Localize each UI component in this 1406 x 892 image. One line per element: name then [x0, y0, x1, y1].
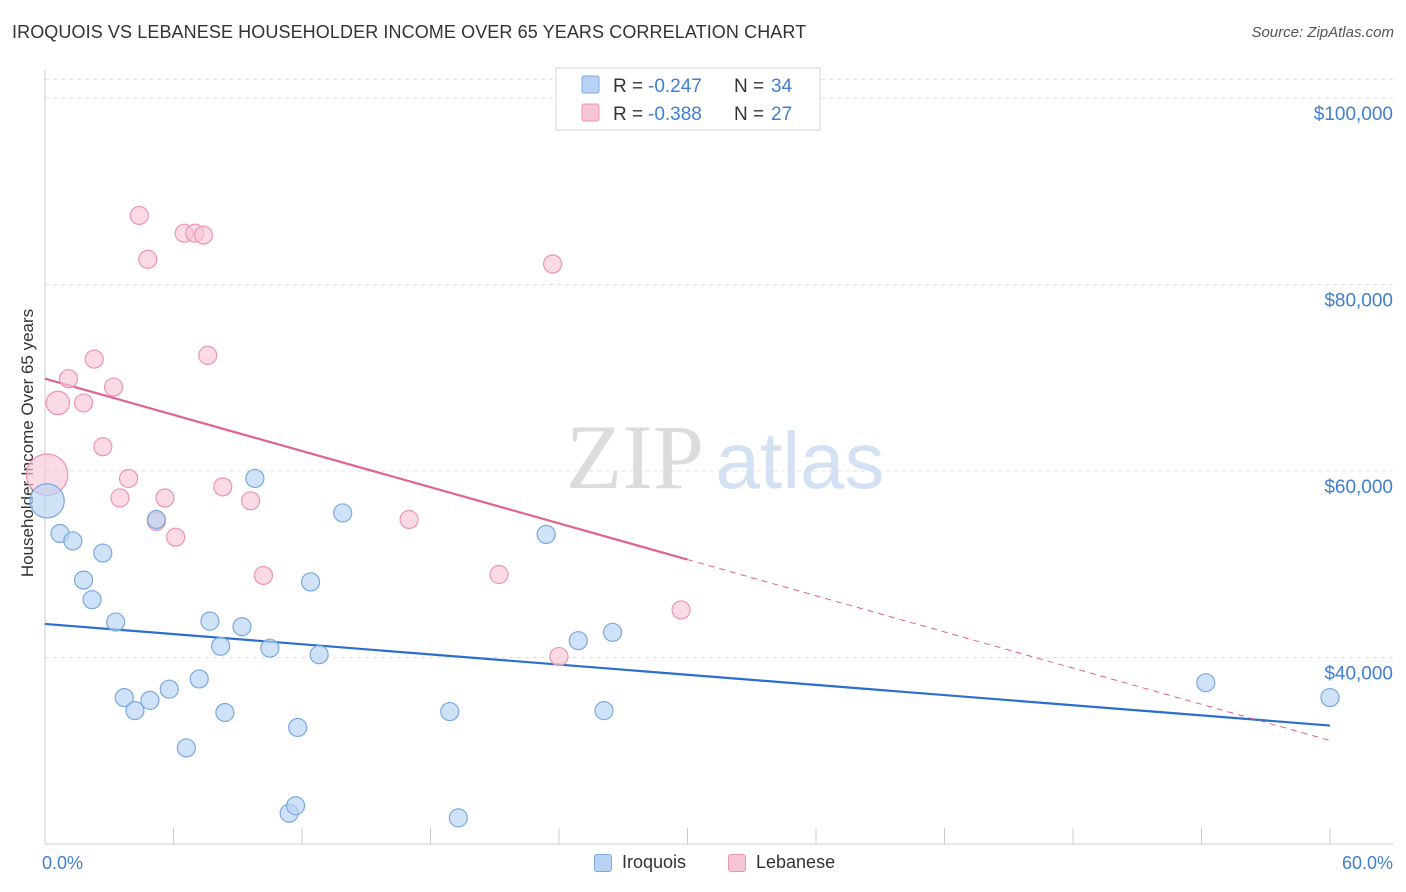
point-lebanese-22 — [489, 564, 509, 585]
legend-item-iroquois[interactable]: Iroquois — [594, 852, 686, 873]
point-iroquois-28 — [536, 524, 556, 545]
y-tick-label-3: $100,000 — [1314, 104, 1393, 125]
y-tick-label-2: $80,000 — [1324, 290, 1393, 311]
legend-label-iroquois: Iroquois — [622, 852, 687, 872]
point-lebanese-24 — [549, 646, 569, 667]
point-iroquois-32 — [1196, 673, 1216, 693]
point-iroquois-22 — [288, 717, 308, 738]
point-lebanese-25 — [671, 600, 691, 620]
point-iroquois-26 — [440, 701, 460, 722]
point-iroquois-18 — [245, 468, 265, 489]
point-lebanese-8 — [118, 468, 139, 489]
point-iroquois-29 — [568, 631, 588, 651]
legend-swatch-lebanese — [581, 103, 600, 122]
point-iroquois-6 — [106, 612, 126, 632]
point-lebanese-10 — [138, 249, 158, 269]
chart-title: IROQUOIS VS LEBANESE HOUSEHOLDER INCOME … — [12, 22, 807, 42]
point-lebanese-3 — [73, 393, 94, 413]
legend-n-label-1: N = — [734, 76, 764, 97]
point-lebanese-12 — [155, 488, 175, 508]
point-lebanese-1 — [45, 390, 71, 416]
tick-labels: $40,000 $60,000 $80,000 $100,000 0.0% 60.0% — [42, 104, 1393, 873]
point-lebanese-19 — [241, 491, 261, 511]
point-iroquois-33 — [1320, 687, 1340, 708]
point-iroquois-11 — [159, 679, 179, 699]
legend-swatch-iroquois — [581, 75, 600, 94]
legend-swatch-lebanese-bottom — [728, 853, 746, 872]
point-lebanese-9 — [129, 205, 149, 226]
point-iroquois-23 — [300, 572, 321, 592]
point-iroquois-2 — [63, 531, 83, 551]
legend-label-lebanese: Lebanese — [756, 852, 836, 872]
point-iroquois-0 — [29, 483, 65, 519]
point-iroquois-14 — [200, 611, 220, 631]
point-iroquois-5 — [93, 543, 113, 563]
point-iroquois-7 — [114, 687, 134, 708]
point-lebanese-13 — [166, 527, 186, 547]
point-lebanese-5 — [93, 437, 113, 457]
trend-line-lebanese — [44, 377, 688, 561]
legend-r-label-2: R = — [613, 104, 643, 125]
trend-line-lebanese-extension — [687, 559, 1331, 741]
point-iroquois-19 — [260, 638, 280, 658]
point-lebanese-17 — [198, 345, 218, 365]
series-legend: Iroquois Lebanese — [0, 852, 1406, 876]
point-iroquois-30 — [594, 701, 614, 721]
point-iroquois-9 — [140, 690, 160, 710]
point-lebanese-16 — [193, 225, 214, 245]
point-iroquois-17 — [232, 617, 252, 637]
legend-n-label-2: N = — [734, 104, 764, 125]
legend-r-label-1: R = — [613, 76, 643, 97]
legend-n-value-2: 27 — [771, 104, 792, 125]
point-lebanese-23 — [542, 254, 563, 274]
x-tick-label-1: 60.0% — [1342, 853, 1393, 873]
watermark-zip: ZIP — [566, 406, 704, 508]
legend-r-value-2: -0.388 — [648, 104, 702, 125]
point-iroquois-27 — [448, 808, 468, 828]
point-lebanese-21 — [399, 509, 419, 530]
gridlines — [45, 78, 1393, 658]
point-lebanese-7 — [110, 488, 130, 508]
trend-lines — [44, 377, 1331, 741]
legend-r-value-1: -0.247 — [648, 76, 702, 97]
data-points — [25, 205, 1340, 828]
point-iroquois-3 — [73, 570, 94, 590]
point-lebanese-6 — [103, 377, 124, 397]
x-tick-label-0: 0.0% — [42, 853, 83, 873]
y-tick-label-1: $60,000 — [1324, 477, 1393, 498]
point-iroquois-31 — [602, 622, 623, 642]
legend-item-lebanese[interactable]: Lebanese — [728, 852, 835, 873]
legend-n-value-1: 34 — [771, 76, 793, 97]
point-iroquois-24 — [309, 645, 329, 665]
point-iroquois-13 — [189, 669, 209, 689]
point-iroquois-4 — [82, 590, 102, 610]
point-lebanese-2 — [58, 369, 79, 389]
source-credit: Source: ZipAtlas.com — [1251, 24, 1394, 41]
legend-swatch-iroquois-bottom — [594, 853, 612, 872]
y-tick-label-0: $40,000 — [1324, 663, 1393, 684]
trend-line-iroquois — [44, 622, 1331, 727]
legend: R = -0.247 N = 34 R = -0.388 N = 27 — [555, 67, 821, 131]
point-iroquois-10 — [146, 509, 166, 530]
legend-box — [555, 67, 821, 131]
watermark: ZIP atlas — [566, 406, 884, 508]
point-iroquois-16 — [215, 702, 235, 723]
point-lebanese-4 — [84, 349, 104, 369]
point-lebanese-20 — [253, 565, 274, 586]
point-iroquois-21 — [285, 796, 306, 816]
point-iroquois-8 — [125, 701, 145, 721]
watermark-atlas: atlas — [716, 416, 885, 505]
point-iroquois-15 — [211, 636, 231, 656]
point-iroquois-12 — [176, 738, 196, 758]
point-iroquois-25 — [333, 503, 353, 523]
point-lebanese-18 — [213, 477, 233, 497]
